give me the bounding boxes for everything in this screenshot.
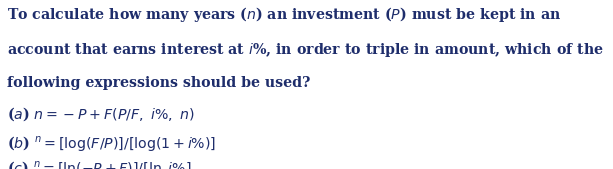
Text: ($c$) $^{n} = [\ln(-P + F)]/[\ln\ i\%]$: ($c$) $^{n} = [\ln(-P + F)]/[\ln\ i\%]$ bbox=[7, 160, 192, 169]
Text: ($b$) $^{n} = [\log(F/P)]/[\log(1 + i\%)]$: ($b$) $^{n} = [\log(F/P)]/[\log(1 + i\%)… bbox=[7, 134, 216, 152]
Text: following expressions should be used?: following expressions should be used? bbox=[7, 76, 311, 90]
Text: To calculate how many years ($n$) an investment ($P$) must be kept in an: To calculate how many years ($n$) an inv… bbox=[7, 5, 562, 24]
Text: account that earns interest at $i$%, in order to triple in amount, which of the: account that earns interest at $i$%, in … bbox=[7, 41, 604, 59]
Text: ($a$) $n = -P + F(P/F,\ i\%,\ n)$: ($a$) $n = -P + F(P/F,\ i\%,\ n)$ bbox=[7, 106, 195, 123]
